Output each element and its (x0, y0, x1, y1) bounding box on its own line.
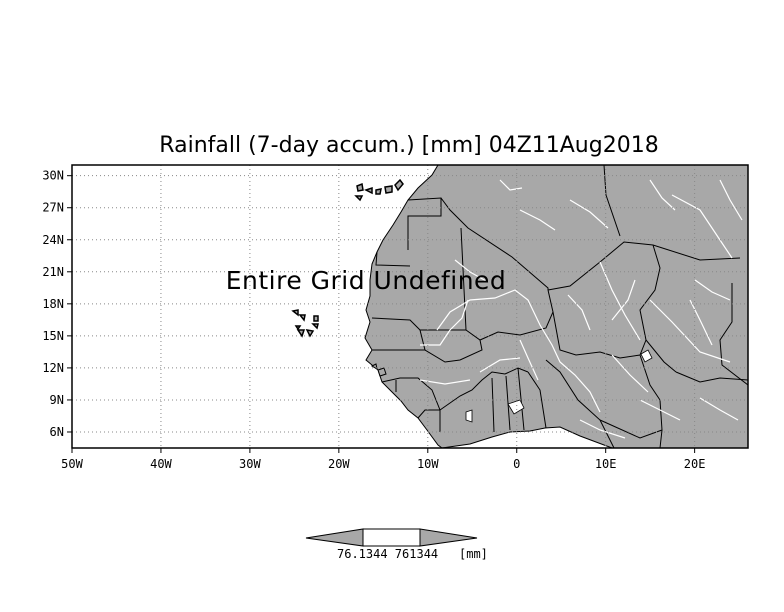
colorbar-left-triangle (305, 528, 364, 547)
gulf-of-guinea (441, 426, 613, 448)
latitude-axis: 30N 27N 24N 21N 18N 15N 12N 9N 6N (42, 169, 72, 439)
map-title: Rainfall (7-day accum.) [mm] 04Z11Aug201… (159, 133, 658, 158)
colorbar-unit: [mm] (459, 547, 488, 561)
lat-tick-label: 27N (42, 201, 64, 215)
graticule (72, 165, 748, 448)
lat-tick-label: 30N (42, 169, 64, 183)
lon-tick-label: 10E (595, 457, 617, 471)
lon-tick-label: 0 (513, 457, 520, 471)
bijagos-islands (370, 363, 387, 377)
map-frame (71, 164, 749, 449)
lon-tick-label: 50W (61, 457, 83, 471)
longitude-axis: 50W 40W 30W 20W 10W 0 10E 20E (61, 448, 705, 471)
cape-verde-islands (291, 309, 319, 338)
lat-tick-label: 6N (50, 425, 64, 439)
lon-tick-label: 40W (150, 457, 172, 471)
map-plot-area (72, 165, 748, 448)
colorbar-right-triangle (419, 528, 478, 547)
lon-tick-label: 10W (417, 457, 439, 471)
lat-tick-label: 9N (50, 393, 64, 407)
africa-landmass (364, 165, 748, 448)
rivers (419, 179, 743, 439)
lat-tick-label: 21N (42, 265, 64, 279)
country-borders (371, 165, 748, 448)
colorbar: 76.1344 761344 [mm] (305, 528, 488, 561)
lon-tick-label: 20W (328, 457, 350, 471)
canary-islands (354, 178, 404, 202)
undefined-grid-note: Entire Grid Undefined (226, 266, 507, 295)
lat-tick-label: 18N (42, 297, 64, 311)
lon-tick-label: 20E (684, 457, 706, 471)
colorbar-box (362, 528, 421, 547)
lakes (465, 349, 653, 423)
lat-tick-label: 12N (42, 361, 64, 375)
lon-tick-label: 30W (239, 457, 261, 471)
colorbar-label: 76.1344 761344 (337, 547, 438, 561)
lat-tick-label: 24N (42, 233, 64, 247)
lat-tick-label: 15N (42, 329, 64, 343)
